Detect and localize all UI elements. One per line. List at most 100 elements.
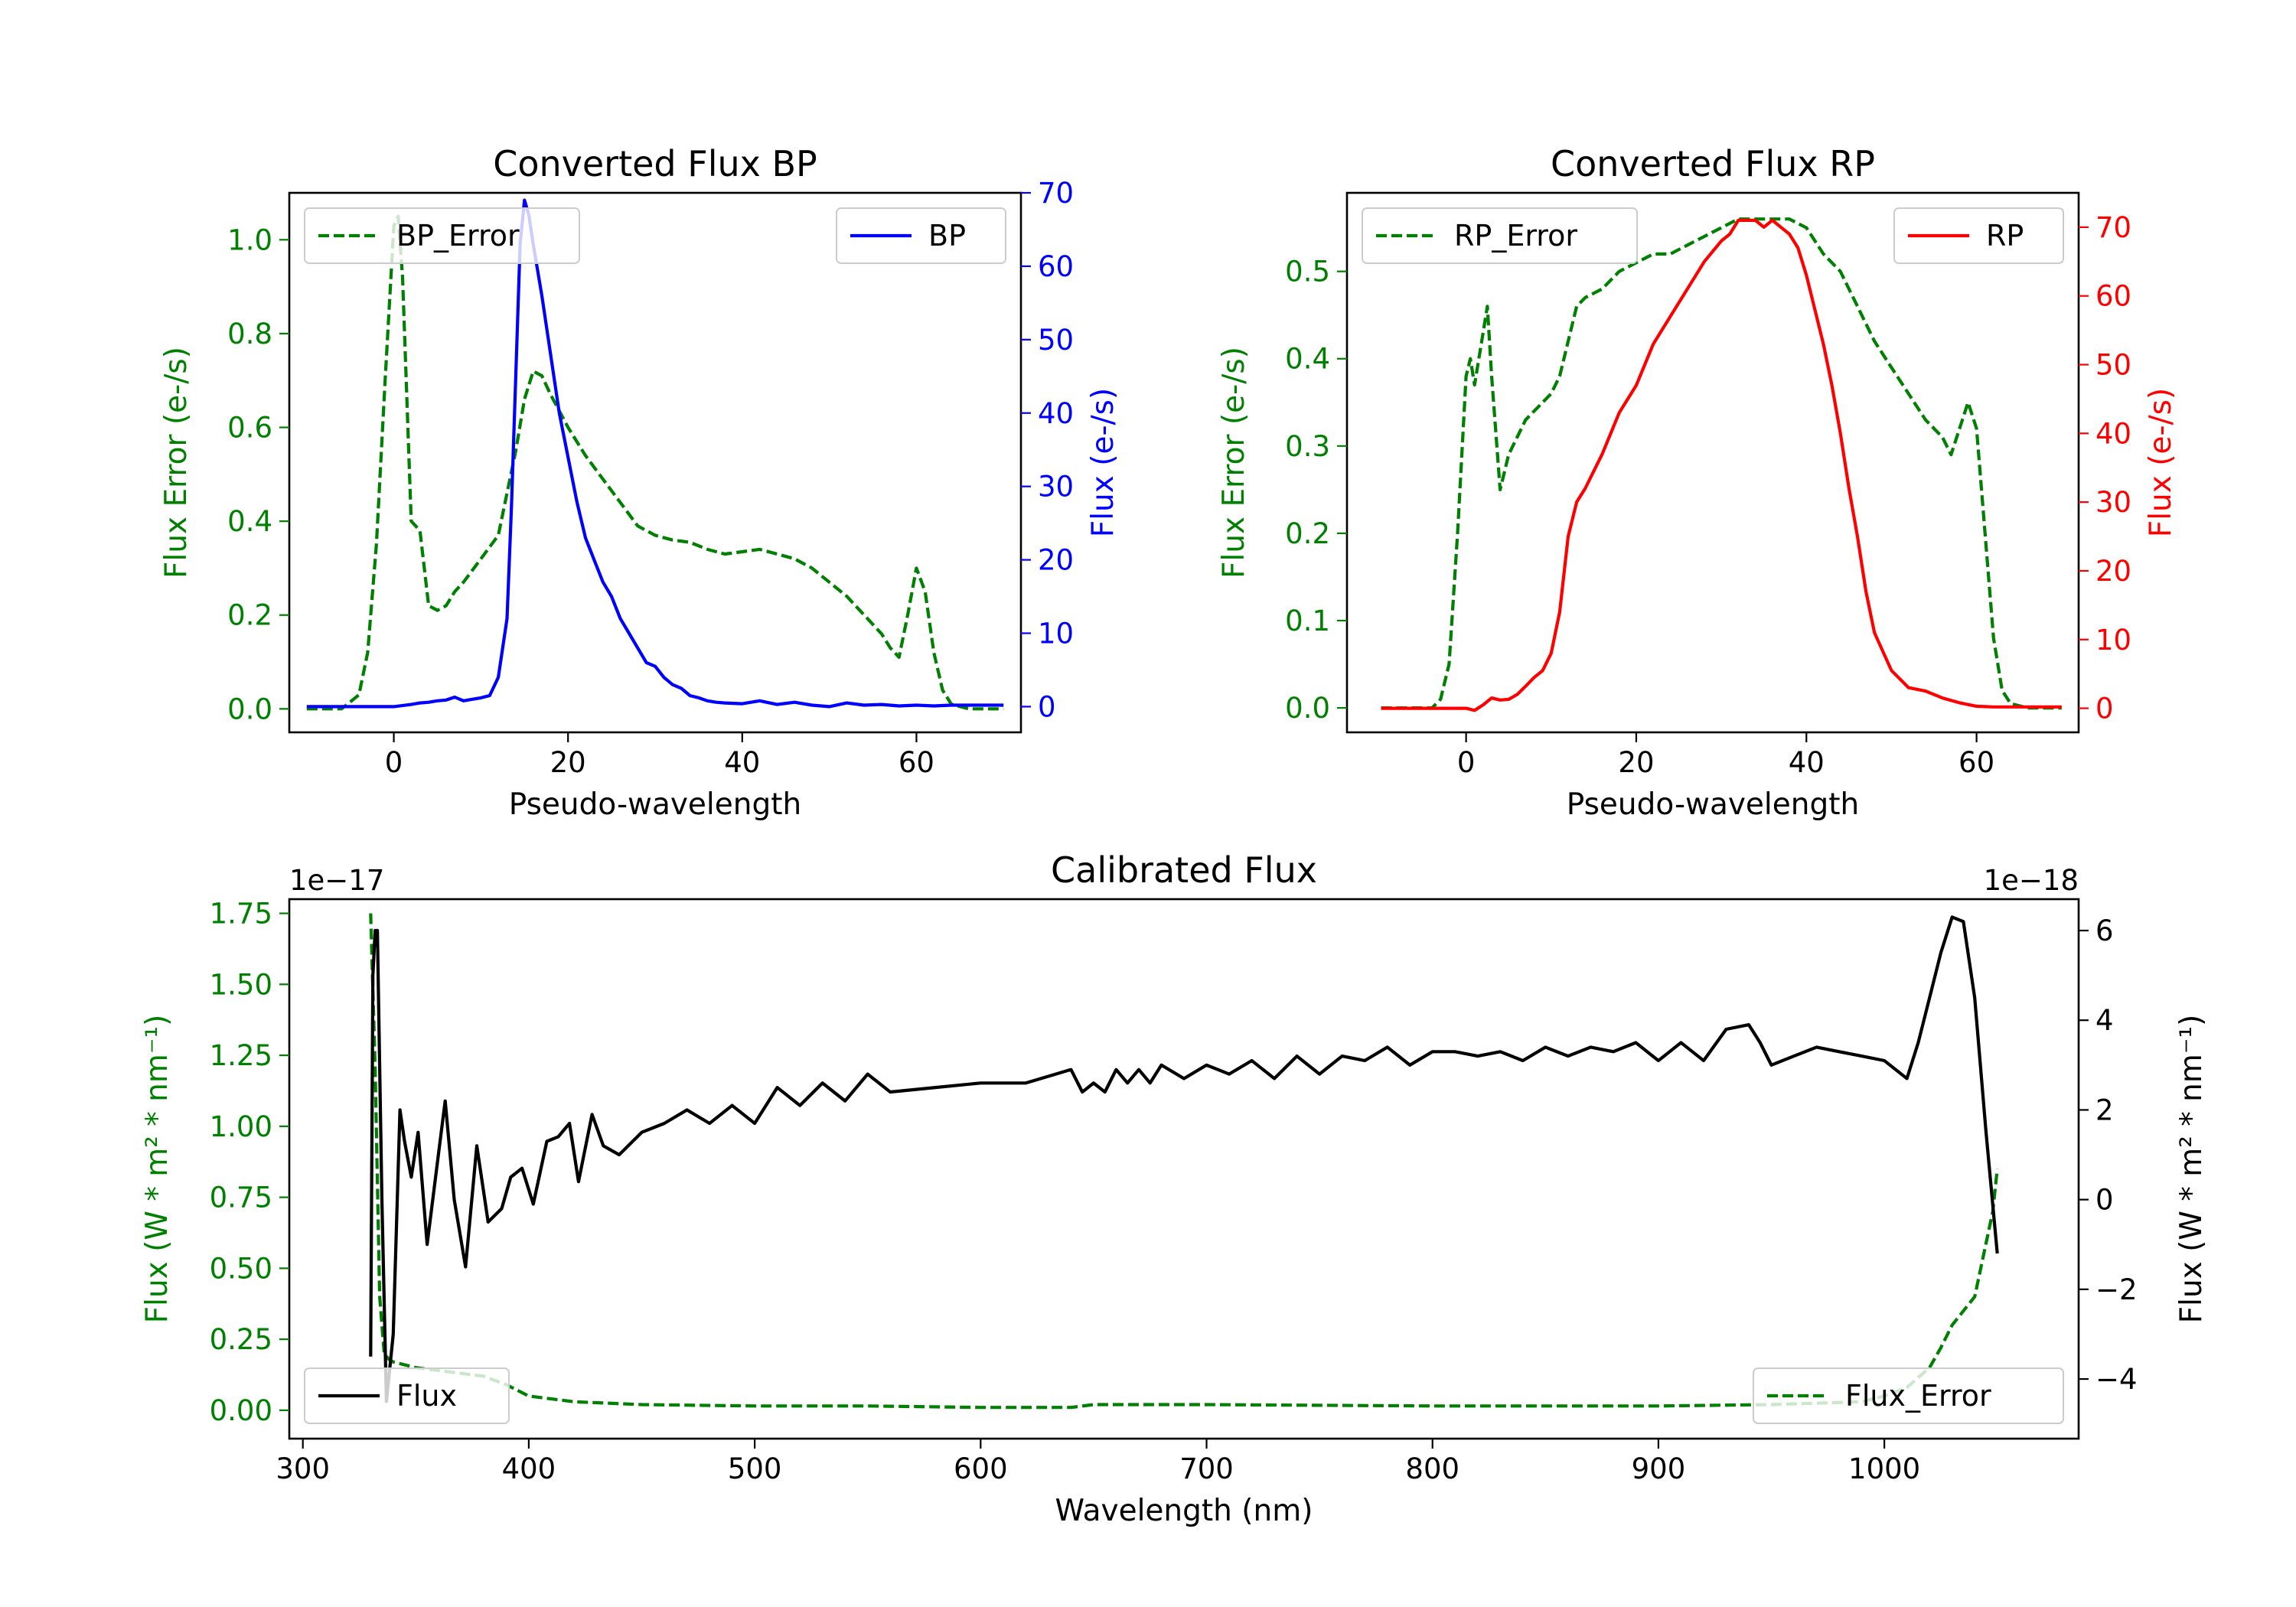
legend-box bbox=[1753, 1367, 2064, 1424]
cal-xtick-label: 900 bbox=[1632, 1452, 1686, 1485]
bp-title: Converted Flux BP bbox=[493, 143, 817, 184]
bp-legend-bp-error: BP_Error bbox=[304, 207, 580, 264]
rp-ytick-left-label: 0.1 bbox=[1285, 605, 1330, 637]
legend-label: BP bbox=[928, 219, 966, 253]
bp-ytick-left-label: 1.0 bbox=[227, 223, 272, 256]
cal-ytick-right-label: 4 bbox=[2095, 1004, 2114, 1037]
rp-title: Converted Flux RP bbox=[1551, 143, 1875, 184]
bp-ytick-right-label: 30 bbox=[1038, 471, 1074, 504]
bp-xtick-label: 60 bbox=[899, 746, 934, 779]
cal-xtick-label: 700 bbox=[1179, 1452, 1234, 1485]
bp-xtick-label: 0 bbox=[385, 746, 403, 779]
rp-ytick-left-label: 0.0 bbox=[1285, 692, 1330, 725]
bp-ylabel-right: Flux (e-/s) bbox=[1086, 388, 1120, 537]
rp-ylabel-left: Flux Error (e-/s) bbox=[1217, 347, 1251, 579]
cal-offset-right: 1e−18 bbox=[1984, 864, 2079, 897]
cal-ylabel-right: Flux (W * m² * nm⁻¹) bbox=[2174, 1015, 2209, 1324]
legend-box bbox=[304, 1367, 510, 1424]
bp-ytick-right-label: 40 bbox=[1038, 397, 1074, 430]
bp-legend-bp: BP bbox=[836, 207, 1006, 264]
rp-ytick-left-label: 0.2 bbox=[1285, 517, 1330, 550]
cal-xtick-label: 400 bbox=[502, 1452, 556, 1485]
cal-legend-flux-error: Flux_Error bbox=[1753, 1367, 2064, 1424]
bp-series-bp-error bbox=[306, 214, 1004, 711]
rp-ytick-right-label: 20 bbox=[2095, 555, 2131, 588]
rp-legend-rp-error: RP_Error bbox=[1362, 207, 1638, 264]
rp-ytick-right-label: 70 bbox=[2095, 211, 2131, 244]
bp-ylabel-left: Flux Error (e-/s) bbox=[159, 347, 194, 579]
cal-ytick-left-label: 0.75 bbox=[210, 1182, 272, 1214]
bp-series-bp bbox=[306, 198, 1004, 709]
bp-chart: 0 20 40 60 0.0 0.2 0.4 0.6 0.8 1.0 0 10 20 30 40 50 60 70… bbox=[159, 143, 1120, 822]
rp-ytick-right-label: 30 bbox=[2095, 486, 2131, 519]
cal-ytick-right-label: 6 bbox=[2095, 914, 2114, 947]
bp-ytick-right-label: 50 bbox=[1038, 324, 1074, 357]
rp-series-rp-error bbox=[1381, 217, 2062, 710]
cal-xtick-label: 500 bbox=[728, 1452, 782, 1485]
rp-legend-rp: RP bbox=[1893, 207, 2064, 264]
cal-ytick-right-label: −4 bbox=[2095, 1363, 2138, 1396]
legend-box bbox=[1893, 207, 2064, 264]
rp-chart: 0 20 40 60 0.0 0.1 0.2 0.3 0.4 0.5 0 10 20 30 40 50 60 70… bbox=[1217, 143, 2178, 822]
rp-ytick-left-label: 0.5 bbox=[1285, 256, 1330, 288]
cal-ytick-left-label: 1.75 bbox=[210, 898, 272, 931]
legend-label: RP_Error bbox=[1454, 219, 1577, 253]
bp-ytick-right-label: 0 bbox=[1038, 690, 1056, 723]
rp-xtick-label: 20 bbox=[1618, 746, 1654, 779]
bp-ytick-right-label: 60 bbox=[1038, 250, 1074, 283]
cal-ylabel-left: Flux (W * m² * nm⁻¹) bbox=[140, 1015, 174, 1324]
legend-box bbox=[836, 207, 1006, 264]
cal-series-flux bbox=[369, 915, 1999, 1403]
bp-ytick-right-label: 70 bbox=[1038, 177, 1074, 210]
cal-xtick-label: 800 bbox=[1405, 1452, 1459, 1485]
cal-offset-left: 1e−17 bbox=[289, 864, 384, 897]
rp-series-rp bbox=[1381, 218, 2062, 712]
cal-axes-frame bbox=[288, 898, 2080, 1440]
bp-xlabel: Pseudo-wavelength bbox=[509, 787, 801, 822]
cal-ytick-right-label: 0 bbox=[2095, 1184, 2114, 1217]
bp-ytick-right-label: 20 bbox=[1038, 544, 1074, 577]
cal-ytick-left-label: 1.00 bbox=[210, 1110, 272, 1143]
cal-ytick-left-label: 1.50 bbox=[210, 968, 272, 1001]
bp-ytick-left-label: 0.2 bbox=[227, 599, 272, 632]
bp-xtick-label: 20 bbox=[550, 746, 586, 779]
bp-ytick-left-label: 0.6 bbox=[227, 412, 272, 445]
bp-xtick-label: 40 bbox=[724, 746, 760, 779]
rp-ytick-right-label: 0 bbox=[2095, 693, 2114, 725]
rp-ytick-right-label: 40 bbox=[2095, 417, 2131, 450]
rp-ytick-right-label: 50 bbox=[2095, 349, 2131, 382]
legend-label: Flux_Error bbox=[1845, 1379, 1991, 1413]
rp-ytick-right-label: 60 bbox=[2095, 280, 2131, 313]
legend-box bbox=[304, 207, 580, 264]
rp-ytick-left-label: 0.4 bbox=[1285, 343, 1330, 376]
rp-axes-frame bbox=[1345, 191, 2080, 734]
cal-xtick-label: 1000 bbox=[1848, 1452, 1920, 1485]
legend-label: RP bbox=[1986, 219, 2024, 253]
legend-label: Flux bbox=[396, 1379, 457, 1413]
legend-label: BP_Error bbox=[396, 219, 520, 253]
cal-ytick-left-label: 0.50 bbox=[210, 1252, 272, 1285]
cal-ytick-left-label: 0.00 bbox=[210, 1394, 272, 1427]
cal-ytick-left-label: 0.25 bbox=[210, 1323, 272, 1356]
rp-xtick-label: 40 bbox=[1789, 746, 1825, 779]
rp-xlabel: Pseudo-wavelength bbox=[1567, 787, 1859, 822]
rp-ytick-right-label: 10 bbox=[2095, 624, 2131, 657]
cal-xtick-label: 600 bbox=[954, 1452, 1008, 1485]
rp-xtick-label: 60 bbox=[1958, 746, 1994, 779]
bp-ytick-left-label: 0.4 bbox=[227, 505, 272, 538]
bp-ytick-left-label: 0.0 bbox=[227, 693, 272, 725]
cal-title: Calibrated Flux bbox=[1051, 849, 1317, 891]
legend-box bbox=[1362, 207, 1638, 264]
rp-ylabel-right: Flux (e-/s) bbox=[2144, 388, 2178, 537]
bp-ytick-left-label: 0.8 bbox=[227, 318, 272, 350]
cal-legend-flux: Flux bbox=[304, 1367, 510, 1424]
cal-ytick-right-label: 2 bbox=[2095, 1094, 2114, 1126]
bp-ytick-right-label: 10 bbox=[1038, 618, 1074, 650]
cal-ytick-left-label: 1.25 bbox=[210, 1039, 272, 1072]
cal-chart: 300 400 500 600 700 800 900 1000 0.00 0.25 0.50 0.7… bbox=[140, 849, 2209, 1528]
cal-ytick-right-label: −2 bbox=[2095, 1273, 2138, 1306]
cal-xtick-label: 300 bbox=[276, 1452, 330, 1485]
cal-xlabel: Wavelength (nm) bbox=[1055, 1494, 1313, 1528]
